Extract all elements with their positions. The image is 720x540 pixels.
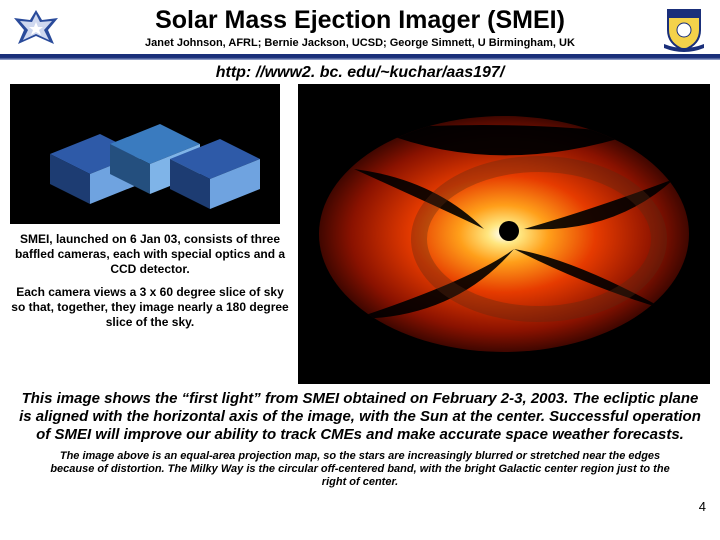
content-row: SMEI, launched on 6 Jan 03, consists of … [0,84,720,384]
page-number: 4 [699,499,706,514]
header-text: Solar Mass Ejection Imager (SMEI) Janet … [64,7,656,49]
usaf-logo [8,4,64,52]
caption-1: SMEI, launched on 6 Jan 03, consists of … [10,232,290,277]
body-paragraph: This image shows the “first light” from … [0,384,720,446]
url-line: http: //www2. bc. edu/~kuchar/aas197/ [0,64,720,82]
skymap-svg [314,109,694,359]
caption-2: Each camera views a 3 x 60 degree slice … [10,285,290,330]
left-column: SMEI, launched on 6 Jan 03, consists of … [10,84,290,384]
camera-illustration [10,84,280,224]
footnote-text: The image above is an equal-area project… [0,446,720,490]
slide-header: Solar Mass Ejection Imager (SMEI) Janet … [0,0,720,52]
skymap-panel [298,84,710,384]
shield-logo [656,4,712,52]
slide-title: Solar Mass Ejection Imager (SMEI) [64,7,656,35]
author-line: Janet Johnson, AFRL; Bernie Jackson, UCS… [64,37,656,49]
header-rule [0,54,720,60]
